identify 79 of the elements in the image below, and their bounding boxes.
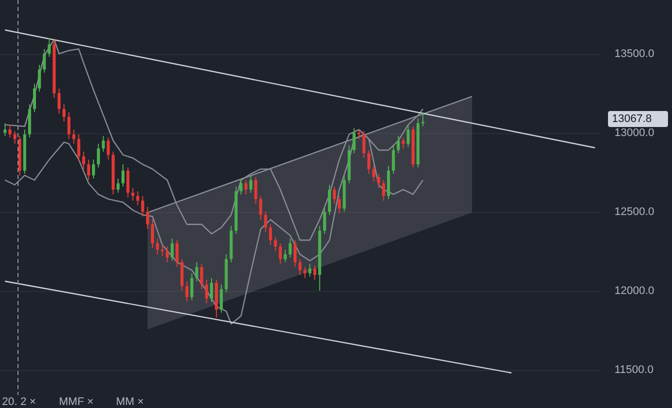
- y-tick-label: 12500.0: [614, 206, 654, 218]
- text: MMF ×: [59, 396, 94, 408]
- y-tick-label: 12000.0: [614, 285, 654, 298]
- candlestick: [77, 134, 80, 162]
- candlestick: [362, 130, 366, 158]
- candlestick: [352, 127, 356, 154]
- candlestick: [166, 246, 169, 263]
- candlestick: [190, 272, 194, 301]
- candlestick: [313, 264, 316, 280]
- candlestick: [323, 206, 326, 234]
- candlestick: [92, 159, 95, 180]
- candlestick: [48, 37, 51, 58]
- candlestick: [102, 135, 105, 152]
- candlestick: [205, 279, 208, 304]
- candlestick: [106, 136, 110, 160]
- text: 13067.8: [612, 113, 652, 126]
- candlestick: [269, 224, 272, 246]
- candlestick: [170, 238, 174, 262]
- candlestick: [358, 129, 360, 140]
- candlestick: [372, 165, 376, 182]
- candlestick: [259, 195, 262, 220]
- candlestick: [62, 104, 66, 122]
- candlestick: [338, 195, 341, 214]
- candlestick: [244, 180, 248, 195]
- candlestick: [122, 164, 124, 187]
- candlestick: [195, 262, 198, 282]
- candlestick: [264, 211, 268, 233]
- candlestick: [274, 236, 277, 252]
- text: 20. 2 ×: [2, 396, 36, 408]
- candlestick: [87, 159, 90, 181]
- candlestick: [328, 184, 331, 216]
- candlestick: [116, 178, 120, 194]
- candlestick: [4, 122, 6, 136]
- candlestick: [210, 278, 213, 302]
- candlestick: [240, 178, 242, 195]
- candlestick: [396, 135, 400, 154]
- candlestick: [136, 190, 140, 206]
- candlestick: [294, 240, 297, 268]
- candlestick: [96, 143, 100, 168]
- candlestick: [58, 88, 61, 114]
- candlestick: [72, 129, 76, 144]
- candlestick: [176, 240, 179, 268]
- candlestick: [308, 263, 312, 277]
- candlestick: [146, 206, 150, 230]
- candlestick: [160, 244, 164, 256]
- candlestick: [126, 166, 130, 198]
- candlestick: [67, 112, 70, 140]
- candlestick: [38, 64, 41, 92]
- candlestick: [254, 176, 258, 204]
- y-tick-label: 13500.0: [614, 48, 654, 60]
- candlestick: [402, 136, 405, 150]
- candlestick: [303, 266, 306, 279]
- candlestick: [151, 219, 154, 249]
- candlestick: [141, 195, 144, 217]
- candlestick: [382, 180, 386, 202]
- candlestick: [278, 242, 282, 264]
- candlestick: [406, 124, 410, 148]
- candlestick: [392, 144, 395, 174]
- candlestick: [13, 130, 16, 144]
- candlestick: [298, 258, 302, 276]
- candlestick: [180, 258, 184, 292]
- candlestick: [367, 150, 370, 174]
- y-tick-label: 11500.0: [614, 364, 654, 376]
- text: MM ×: [116, 396, 144, 408]
- candlestick: [249, 174, 252, 194]
- candlestick: [33, 83, 36, 113]
- candlestick: [82, 151, 86, 170]
- candlestick: [284, 249, 287, 263]
- candlestick: [377, 173, 380, 189]
- y-tick-label: 13000.0: [614, 127, 654, 140]
- candlestick: [131, 188, 134, 202]
- candlestick: [8, 124, 12, 138]
- candlestick: [332, 186, 336, 204]
- candlestick: [42, 48, 46, 74]
- candlestick: [185, 280, 188, 302]
- candlestick: [220, 284, 223, 314]
- candlestick: [288, 238, 292, 258]
- candlestick: [156, 238, 159, 255]
- candlestick: [200, 263, 204, 290]
